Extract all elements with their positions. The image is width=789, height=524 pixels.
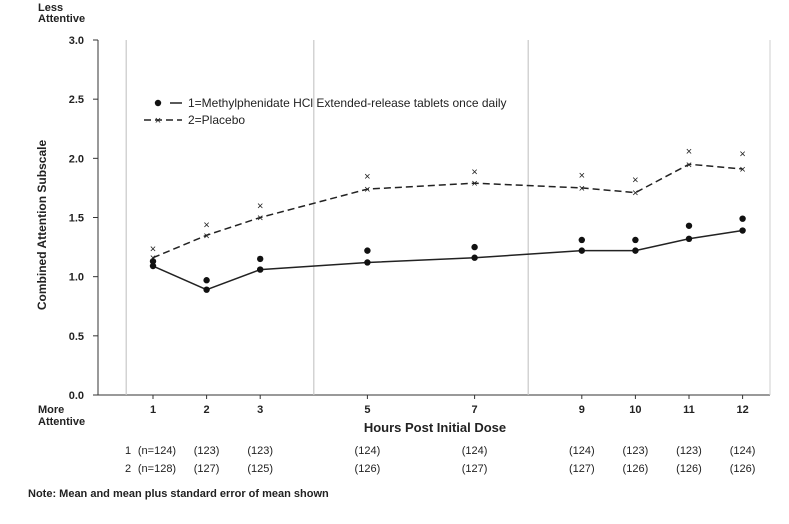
methylphenidate-se-point	[739, 215, 746, 222]
placebo-se-point: ×	[739, 149, 745, 161]
methylphenidate-mean-line	[152, 229, 743, 291]
legend-x-marker: ×	[155, 115, 161, 127]
n-table-cell: (123)	[676, 445, 702, 457]
bottom-label-more: More	[38, 404, 64, 416]
methylphenidate-mean-point	[149, 262, 157, 270]
methylphenidate-mean-point	[203, 286, 210, 293]
methylphenidate-se-point	[149, 258, 157, 265]
methylphenidate-se-point	[685, 222, 693, 229]
x-tick-label: 9	[579, 404, 585, 416]
placebo-se-point: ×	[471, 166, 477, 178]
bottom-label-attentive: Attentive	[38, 416, 85, 428]
placebo-se-point: ×	[150, 243, 156, 255]
placebo-se-point: ×	[632, 175, 638, 187]
placebo-mean-point: ×	[632, 188, 638, 200]
n-table-cell: (123)	[194, 445, 220, 457]
placebo-mean-point: ×	[203, 230, 209, 242]
methylphenidate-mean-point	[257, 266, 264, 273]
methylphenidate-se-point	[364, 247, 371, 254]
n-table-cell: (127)	[462, 463, 488, 475]
placebo-mean-point: ×	[686, 159, 692, 171]
placebo-se-point: ×	[686, 146, 692, 158]
y-tick-label: 1.5	[69, 213, 84, 225]
x-tick-label: 3	[257, 404, 263, 416]
placebo-se-point: ×	[579, 170, 585, 182]
legend: 1=Methylphenidate HCl Extended-release t…	[144, 96, 507, 127]
placebo-mean-point: ×	[364, 184, 370, 196]
legend-dot-marker	[154, 99, 162, 107]
y-tick-label: 3.0	[69, 35, 84, 47]
methylphenidate-mean-point	[739, 227, 746, 234]
n-table-cell: (124)	[730, 445, 756, 457]
y-tick-label: 0.0	[69, 390, 84, 402]
x-tick-label: 2	[204, 404, 210, 416]
methylphenidate-mean-point	[364, 259, 371, 266]
x-tick-label: 7	[472, 404, 478, 416]
n-table-cell: (127)	[569, 463, 595, 475]
n-table-cell: (124)	[462, 445, 488, 457]
placebo-mean-point: ×	[150, 253, 156, 265]
sample-size-table: 1 (n=124) (123) (123) (124) (124) (124) (123) (1…	[125, 445, 755, 475]
legend-label-methylphenidate: 1=Methylphenidate HCl Extended-release t…	[188, 96, 507, 110]
placebo-mean-point: ×	[739, 164, 745, 176]
methylphenidate-se-point	[578, 236, 585, 244]
x-axis-title: Hours Post Initial Dose	[364, 420, 506, 435]
methylphenidate-se-point	[203, 277, 210, 284]
y-tick-label: 0.5	[69, 331, 84, 343]
n-table-row-label: 2	[125, 463, 131, 475]
methylphenidate-se-point	[471, 243, 478, 251]
y-tick-label: 2.0	[69, 153, 84, 165]
placebo-mean-point: ×	[579, 183, 585, 195]
x-tick-label: 12	[736, 404, 748, 416]
placebo-mean-line	[152, 163, 743, 259]
plot-area: 0.00.51.01.52.02.53.01 2 3 5 7 9 10 11 12×××××××…	[69, 35, 771, 416]
placebo-se-point: ×	[257, 201, 263, 213]
n-table-cell: (123)	[247, 445, 273, 457]
x-tick-label: 11	[683, 404, 695, 416]
y-tick-label: 1.0	[69, 272, 84, 284]
placebo-mean-point: ×	[257, 213, 263, 225]
methylphenidate-se-point	[632, 236, 639, 244]
methylphenidate-mean-point	[471, 254, 478, 261]
placebo-se-point: ×	[203, 220, 209, 232]
methylphenidate-se-point	[257, 255, 264, 263]
n-table-row-label: 1	[125, 445, 131, 457]
legend-label-placebo: 2=Placebo	[188, 113, 245, 127]
top-label-attentive: Attentive	[38, 13, 85, 25]
footnote: Note: Mean and mean plus standard error …	[28, 488, 329, 500]
x-tick-label: 10	[629, 404, 641, 416]
n-table-cell: (124)	[355, 445, 381, 457]
x-tick-label: 1	[150, 404, 156, 416]
placebo-se-point: ×	[364, 171, 370, 183]
methylphenidate-mean-point	[685, 235, 693, 242]
y-axis-title: Combined Attention Subscale	[35, 140, 49, 311]
n-table-cell: (126)	[676, 463, 702, 475]
top-label-less: Less	[38, 2, 63, 14]
n-table-cell: (123)	[623, 445, 649, 457]
n-table-cell: (125)	[247, 463, 273, 475]
n-table-cell: (124)	[569, 445, 595, 457]
methylphenidate-mean-point	[578, 247, 585, 254]
n-table-cell: (n=128)	[138, 463, 176, 475]
n-table-cell: (127)	[194, 463, 220, 475]
x-tick-label: 5	[364, 404, 370, 416]
placebo-mean-point: ×	[471, 178, 477, 190]
n-table-cell: (n=124)	[138, 445, 176, 457]
methylphenidate-mean-point	[632, 247, 639, 254]
n-table-cell: (126)	[623, 463, 649, 475]
n-table-cell: (126)	[730, 463, 756, 475]
n-table-cell: (126)	[355, 463, 381, 475]
y-tick-label: 2.5	[69, 94, 84, 106]
